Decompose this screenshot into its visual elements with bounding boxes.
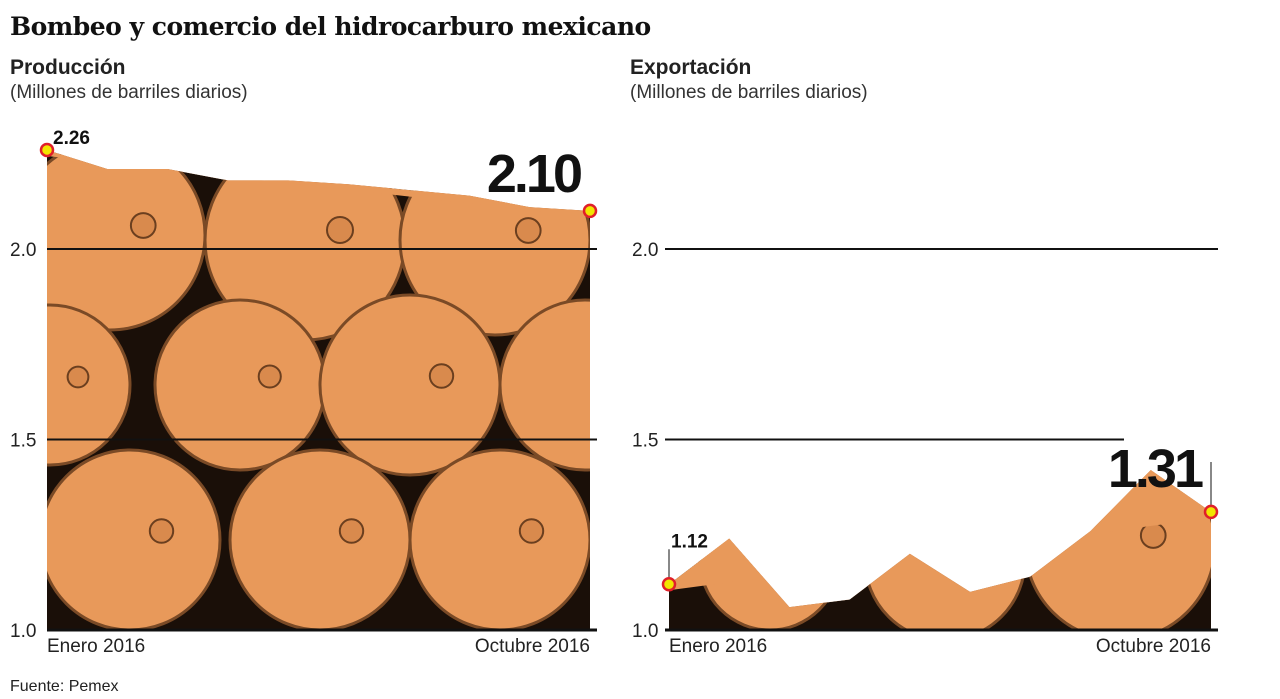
x-end-label: Octubre 2016 [1096, 636, 1211, 657]
barrel-image [318, 293, 502, 477]
y-tick-label: 1.0 [10, 621, 36, 642]
y-tick-label: 2.0 [10, 240, 36, 261]
start-value-label: 2.26 [53, 128, 90, 149]
barrel-cap [514, 217, 542, 244]
source-note: Fuente: Pemex [10, 678, 119, 695]
barrel-image [863, 478, 1027, 630]
export-unit: (Millones de barriles diarios) [630, 82, 868, 103]
end-value-label: 1.31 [1108, 439, 1203, 499]
start-value-label: 1.12 [671, 531, 708, 552]
barrel-cap [1139, 522, 1167, 549]
barrel-cap [961, 540, 985, 564]
barrel-image [153, 298, 327, 472]
barrel-cap [66, 365, 90, 389]
y-tick-label: 1.5 [632, 431, 658, 452]
barrel-cap [428, 363, 455, 389]
end-point-marker [582, 203, 598, 219]
barrel-cap [326, 216, 354, 244]
start-point-marker [661, 577, 677, 592]
end-point-marker [1203, 504, 1219, 520]
production-title: Producción [10, 56, 126, 79]
export-chart: 1.0 1.5 2.0 Enero 2016 Octubre 2016 1.12 1.31 [632, 240, 1219, 657]
x-end-label: Octubre 2016 [475, 636, 590, 657]
barrel-image [47, 448, 222, 630]
barrel-cap [148, 518, 175, 544]
barrel-cap [338, 518, 365, 544]
area-top-fill [47, 149, 590, 217]
barrel-image [408, 448, 590, 630]
barrel-image [47, 149, 207, 332]
production-chart: 1.0 1.5 2.0 Enero 2016 Octubre 2016 2.26 2.10 [10, 128, 626, 657]
barrel-cap [129, 212, 157, 239]
y-tick-label: 1.5 [10, 431, 36, 452]
barrel-image [228, 448, 412, 630]
barrel-cap [784, 542, 805, 564]
barrel-cap [257, 364, 282, 389]
infographic-title: Bombeo y comercio del hidrocarburo mexic… [10, 12, 651, 41]
x-start-label: Enero 2016 [47, 636, 145, 657]
barrel-cap [518, 518, 545, 544]
barrel-image [498, 298, 590, 472]
barrel-area [47, 149, 626, 630]
y-tick-label: 2.0 [632, 240, 658, 261]
export-title: Exportación [630, 56, 752, 79]
y-tick-label: 1.0 [632, 621, 658, 642]
production-unit: (Millones de barriles diarios) [10, 82, 248, 103]
end-value-label: 2.10 [487, 144, 581, 204]
barrel-cap [604, 365, 626, 387]
start-point-marker [39, 142, 55, 158]
barrel-image [47, 303, 132, 467]
x-start-label: Enero 2016 [669, 636, 767, 657]
